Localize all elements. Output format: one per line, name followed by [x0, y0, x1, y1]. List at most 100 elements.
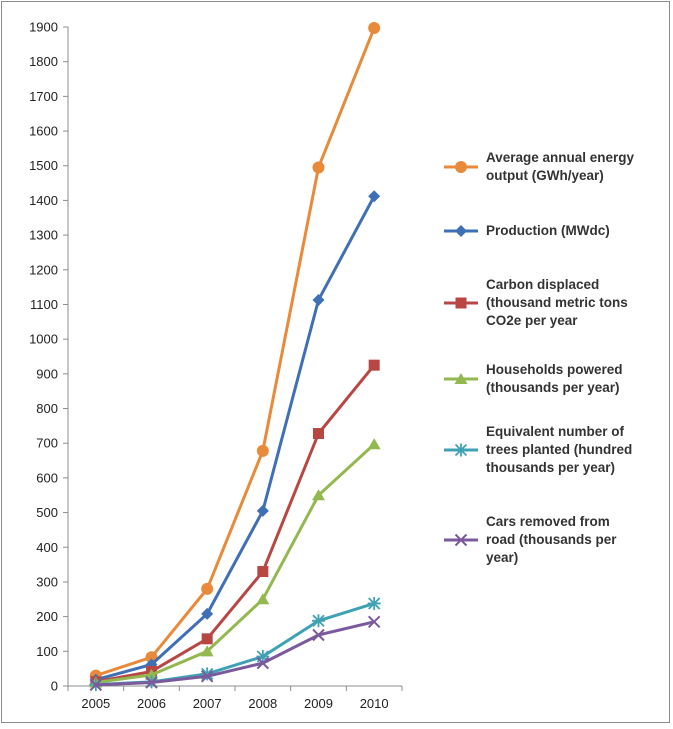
y-tick-label: 800: [36, 401, 58, 416]
legend-label-line: year): [486, 550, 518, 565]
legend-item-2: Carbon displaced (thousand metric tons CO2…: [444, 277, 628, 328]
data-point: [312, 489, 325, 501]
data-point: [145, 676, 158, 689]
legend-swatch-marker: [454, 443, 468, 457]
y-tick-label: 1600: [29, 124, 58, 139]
series-layer: [89, 22, 381, 692]
series-line: [95, 602, 375, 687]
data-point: [256, 504, 269, 517]
legend-label-line: thousands per year): [486, 460, 615, 475]
data-point: [200, 667, 214, 681]
data-point: [200, 670, 214, 683]
legend-item-0: Average annual energy output (GWh/year): [444, 150, 635, 183]
legend-label: Cars removed from road (thousands per year…: [486, 514, 617, 565]
legend: Average annual energy output (GWh/year) Pr…: [444, 150, 635, 565]
series-5: [89, 615, 381, 692]
data-point: [312, 293, 325, 306]
y-tick-label: 1400: [29, 193, 58, 208]
legend-label-line: Equivalent number of: [486, 424, 625, 439]
legend-label: Production (MWdc): [486, 223, 610, 238]
legend-item-3: Households powered (thousands per year): [444, 362, 623, 395]
data-point: [89, 678, 103, 692]
legend-item-1: Production (MWdc): [444, 223, 610, 238]
series-0: [89, 22, 381, 682]
data-point: [200, 645, 214, 657]
series-3: [89, 438, 381, 688]
legend-swatch-marker: [454, 373, 468, 384]
data-point: [256, 656, 270, 670]
legend-label-line: trees planted (hundred: [486, 442, 632, 457]
legend-label: Carbon displaced (thousand metric tons CO2…: [486, 277, 628, 328]
y-tick-label: 100: [36, 644, 58, 659]
legend-item-5: Cars removed from road (thousands per year…: [444, 514, 617, 565]
legend-label-line: (thousands per year): [486, 380, 620, 395]
legend-label: Equivalent number of trees planted (hundr…: [486, 424, 632, 475]
y-tick-label: 200: [36, 609, 58, 624]
series-line: [95, 27, 376, 678]
series-line: [95, 195, 376, 682]
y-tick-label: 300: [36, 574, 58, 589]
legend-label: Households powered (thousands per year): [486, 362, 623, 395]
data-point: [201, 633, 213, 645]
data-point: [312, 628, 325, 642]
legend-swatch-marker: [455, 297, 467, 309]
data-point: [256, 444, 269, 457]
legend-label-line: Production (MWdc): [486, 223, 610, 238]
data-point: [313, 427, 324, 439]
y-tick-label: 1300: [29, 228, 58, 243]
data-point: [312, 614, 325, 628]
legend-swatch-marker: [454, 533, 468, 547]
legend-swatch-marker: [455, 161, 467, 173]
x-tick-label: 2007: [193, 696, 222, 711]
series-1: [89, 190, 381, 686]
y-tick-label: 400: [36, 540, 58, 555]
y-tick-label: 1800: [29, 54, 58, 69]
y-tick-label: 700: [36, 436, 58, 451]
series-line: [95, 443, 376, 685]
data-point: [256, 593, 270, 605]
y-tick-label: 1700: [29, 89, 58, 104]
legend-label-line: road (thousands per: [486, 532, 617, 547]
series-line: [95, 364, 376, 684]
legend-label-line: CO2e per year: [486, 313, 578, 328]
series-line: [95, 620, 375, 687]
data-point: [368, 359, 380, 371]
x-tick-label: 2006: [137, 696, 166, 711]
legend-label: Average annual energy output (GWh/year): [486, 150, 635, 183]
data-point: [367, 596, 381, 610]
data-point: [201, 582, 214, 595]
y-tick-label: 1500: [29, 158, 58, 173]
y-tick-label: 0: [51, 679, 58, 694]
legend-label-line: Carbon displaced: [486, 277, 599, 292]
y-tick-label: 1200: [29, 262, 58, 277]
x-tick-label: 2009: [304, 696, 333, 711]
legend-label-line: Cars removed from: [486, 514, 610, 529]
data-point: [256, 650, 270, 664]
data-point: [368, 22, 381, 35]
x-tick-label: 2010: [360, 696, 389, 711]
axes: 0 100 200 300 400 500 600 700 800 900 1000 1100 1200…: [29, 20, 403, 711]
legend-swatch-marker: [455, 225, 467, 237]
legend-item-4: Equivalent number of trees planted (hundr…: [444, 424, 632, 475]
legend-label-line: (thousand metric tons: [486, 295, 628, 310]
x-tick-label: 2008: [248, 696, 277, 711]
legend-label-line: Average annual energy: [486, 150, 635, 165]
y-tick-label: 1900: [29, 20, 58, 35]
y-tick-label: 1100: [30, 297, 58, 312]
y-tick-label: 900: [36, 366, 58, 381]
legend-label-line: output (GWh/year): [486, 168, 604, 183]
data-point: [312, 161, 325, 174]
y-tick-label: 1000: [29, 332, 58, 347]
x-tick-label: 2005: [81, 696, 110, 711]
data-point: [368, 190, 381, 203]
data-point: [257, 566, 269, 578]
y-tick-label: 500: [36, 505, 58, 520]
data-point: [145, 668, 158, 680]
data-point: [367, 438, 381, 450]
y-tick-label: 600: [36, 470, 58, 485]
data-point: [367, 615, 381, 629]
legend-label-line: Households powered: [486, 362, 623, 377]
data-point: [201, 607, 214, 620]
